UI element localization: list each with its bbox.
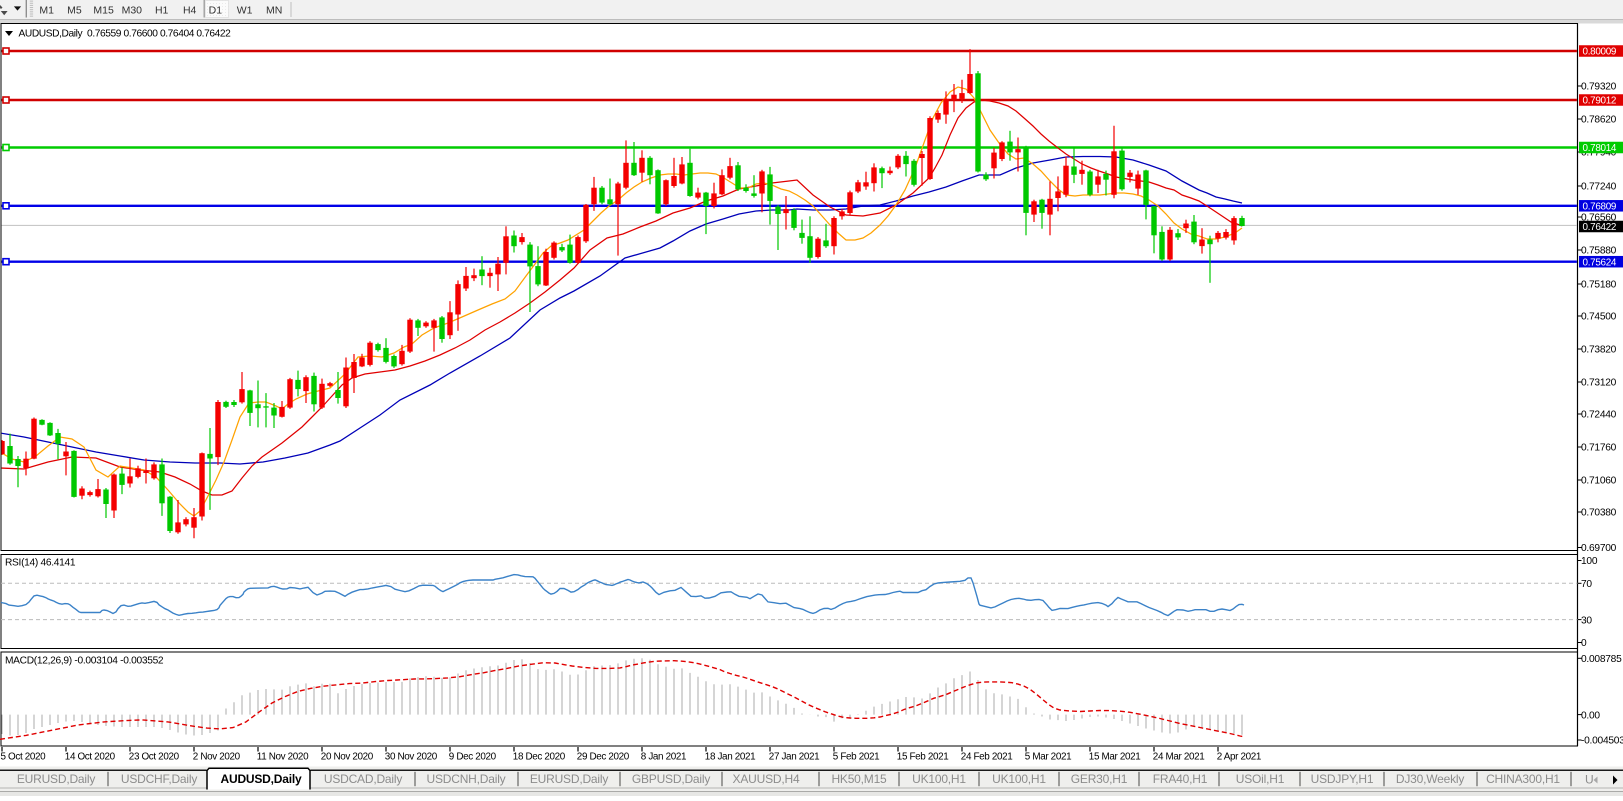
svg-text:15 Mar 2021: 15 Mar 2021 [1089,751,1141,762]
svg-text:DJ30,Weekly: DJ30,Weekly [1396,772,1464,786]
svg-text:5 Feb 2021: 5 Feb 2021 [833,751,880,762]
svg-text:0.71760: 0.71760 [1581,443,1617,454]
svg-text:0: 0 [1581,638,1587,649]
svg-text:0.79012: 0.79012 [1583,96,1617,107]
svg-text:EURUSD,Daily: EURUSD,Daily [17,772,95,786]
svg-text:30 Nov 2020: 30 Nov 2020 [385,751,438,762]
svg-text:0.74500: 0.74500 [1581,312,1617,323]
svg-text:30: 30 [1581,615,1592,626]
svg-text:0.76809: 0.76809 [1583,201,1617,212]
svg-text:0.78014: 0.78014 [1583,143,1617,154]
svg-text:AUDUSD,Daily: AUDUSD,Daily [221,772,302,786]
svg-text:-0.004503: -0.004503 [1581,736,1623,747]
svg-text:W1: W1 [237,5,253,17]
svg-text:AUDUSD,Daily 0.76559 0.76600: AUDUSD,Daily 0.76559 0.76600 0.76404 0.7… [19,29,232,40]
svg-text:RSI(14) 46.4141: RSI(14) 46.4141 [5,558,76,569]
svg-text:15 Feb 2021: 15 Feb 2021 [897,751,949,762]
svg-text:0.78620: 0.78620 [1581,115,1617,126]
svg-text:0.77240: 0.77240 [1581,182,1617,193]
svg-text:GER30,H1: GER30,H1 [1071,772,1128,786]
svg-text:MN: MN [266,5,282,17]
svg-text:70: 70 [1581,579,1592,590]
svg-text:0.75180: 0.75180 [1581,280,1617,291]
svg-text:USDCNH,Daily: USDCNH,Daily [427,772,506,786]
svg-text:XAUUSD,H4: XAUUSD,H4 [733,772,800,786]
svg-text:0.73120: 0.73120 [1581,378,1617,389]
svg-text:0.00: 0.00 [1581,710,1600,721]
svg-text:8 Jan 2021: 8 Jan 2021 [641,751,687,762]
svg-text:0.76422: 0.76422 [1583,222,1617,233]
svg-text:0.70380: 0.70380 [1581,508,1617,519]
svg-text:0.71060: 0.71060 [1581,476,1617,487]
svg-text:0.69700: 0.69700 [1581,543,1617,554]
svg-text:USDCHF,Daily: USDCHF,Daily [121,772,197,786]
svg-text:FRA40,H1: FRA40,H1 [1153,772,1208,786]
svg-text:M5: M5 [67,5,82,17]
svg-text:UK100,H1: UK100,H1 [912,772,966,786]
svg-text:2 Apr 2021: 2 Apr 2021 [1217,751,1262,762]
svg-text:D1: D1 [209,5,223,17]
svg-text:M1: M1 [39,5,54,17]
svg-text:24 Mar 2021: 24 Mar 2021 [1153,751,1205,762]
svg-text:EURUSD,Daily: EURUSD,Daily [530,772,608,786]
svg-text:0.75880: 0.75880 [1581,246,1617,257]
svg-text:9 Dec 2020: 9 Dec 2020 [449,751,497,762]
svg-text:GBPUSD,Daily: GBPUSD,Daily [632,772,710,786]
svg-text:MACD(12,26,9) -0.003104 -0.003: MACD(12,26,9) -0.003104 -0.003552 [5,656,164,667]
svg-text:H4: H4 [183,5,197,17]
svg-text:24 Feb 2021: 24 Feb 2021 [961,751,1013,762]
svg-text:0.79320: 0.79320 [1581,82,1617,93]
svg-text:11 Nov 2020: 11 Nov 2020 [257,751,309,762]
svg-text:0.72440: 0.72440 [1581,410,1617,421]
svg-text:14 Oct 2020: 14 Oct 2020 [65,751,116,762]
svg-text:CHINA300,H1: CHINA300,H1 [1486,772,1560,786]
svg-text:U: U [1585,773,1594,787]
svg-text:USOil,H1: USOil,H1 [1236,772,1285,786]
svg-text:5 Oct 2020: 5 Oct 2020 [1,751,47,762]
svg-text:0.73820: 0.73820 [1581,345,1617,356]
svg-text:USDJPY,H1: USDJPY,H1 [1311,772,1374,786]
svg-text:0.80009: 0.80009 [1583,47,1617,58]
svg-text:27 Jan 2021: 27 Jan 2021 [769,751,820,762]
svg-text:18 Jan 2021: 18 Jan 2021 [705,751,756,762]
svg-text:USDCAD,Daily: USDCAD,Daily [324,772,402,786]
svg-text:H1: H1 [155,5,169,17]
svg-text:2 Nov 2020: 2 Nov 2020 [193,751,241,762]
svg-text:HK50,M15: HK50,M15 [831,772,887,786]
svg-text:0.008785: 0.008785 [1581,654,1622,665]
svg-text:20 Nov 2020: 20 Nov 2020 [321,751,374,762]
svg-text:M30: M30 [122,5,143,17]
svg-text:M15: M15 [93,5,114,17]
svg-text:29 Dec 2020: 29 Dec 2020 [577,751,630,762]
svg-text:5 Mar 2021: 5 Mar 2021 [1025,751,1072,762]
svg-text:23 Oct 2020: 23 Oct 2020 [129,751,180,762]
svg-text:18 Dec 2020: 18 Dec 2020 [513,751,566,762]
svg-text:0.75624: 0.75624 [1583,257,1617,268]
svg-text:100: 100 [1581,556,1598,567]
svg-text:0.76560: 0.76560 [1581,213,1617,224]
svg-text:UK100,H1: UK100,H1 [992,772,1046,786]
